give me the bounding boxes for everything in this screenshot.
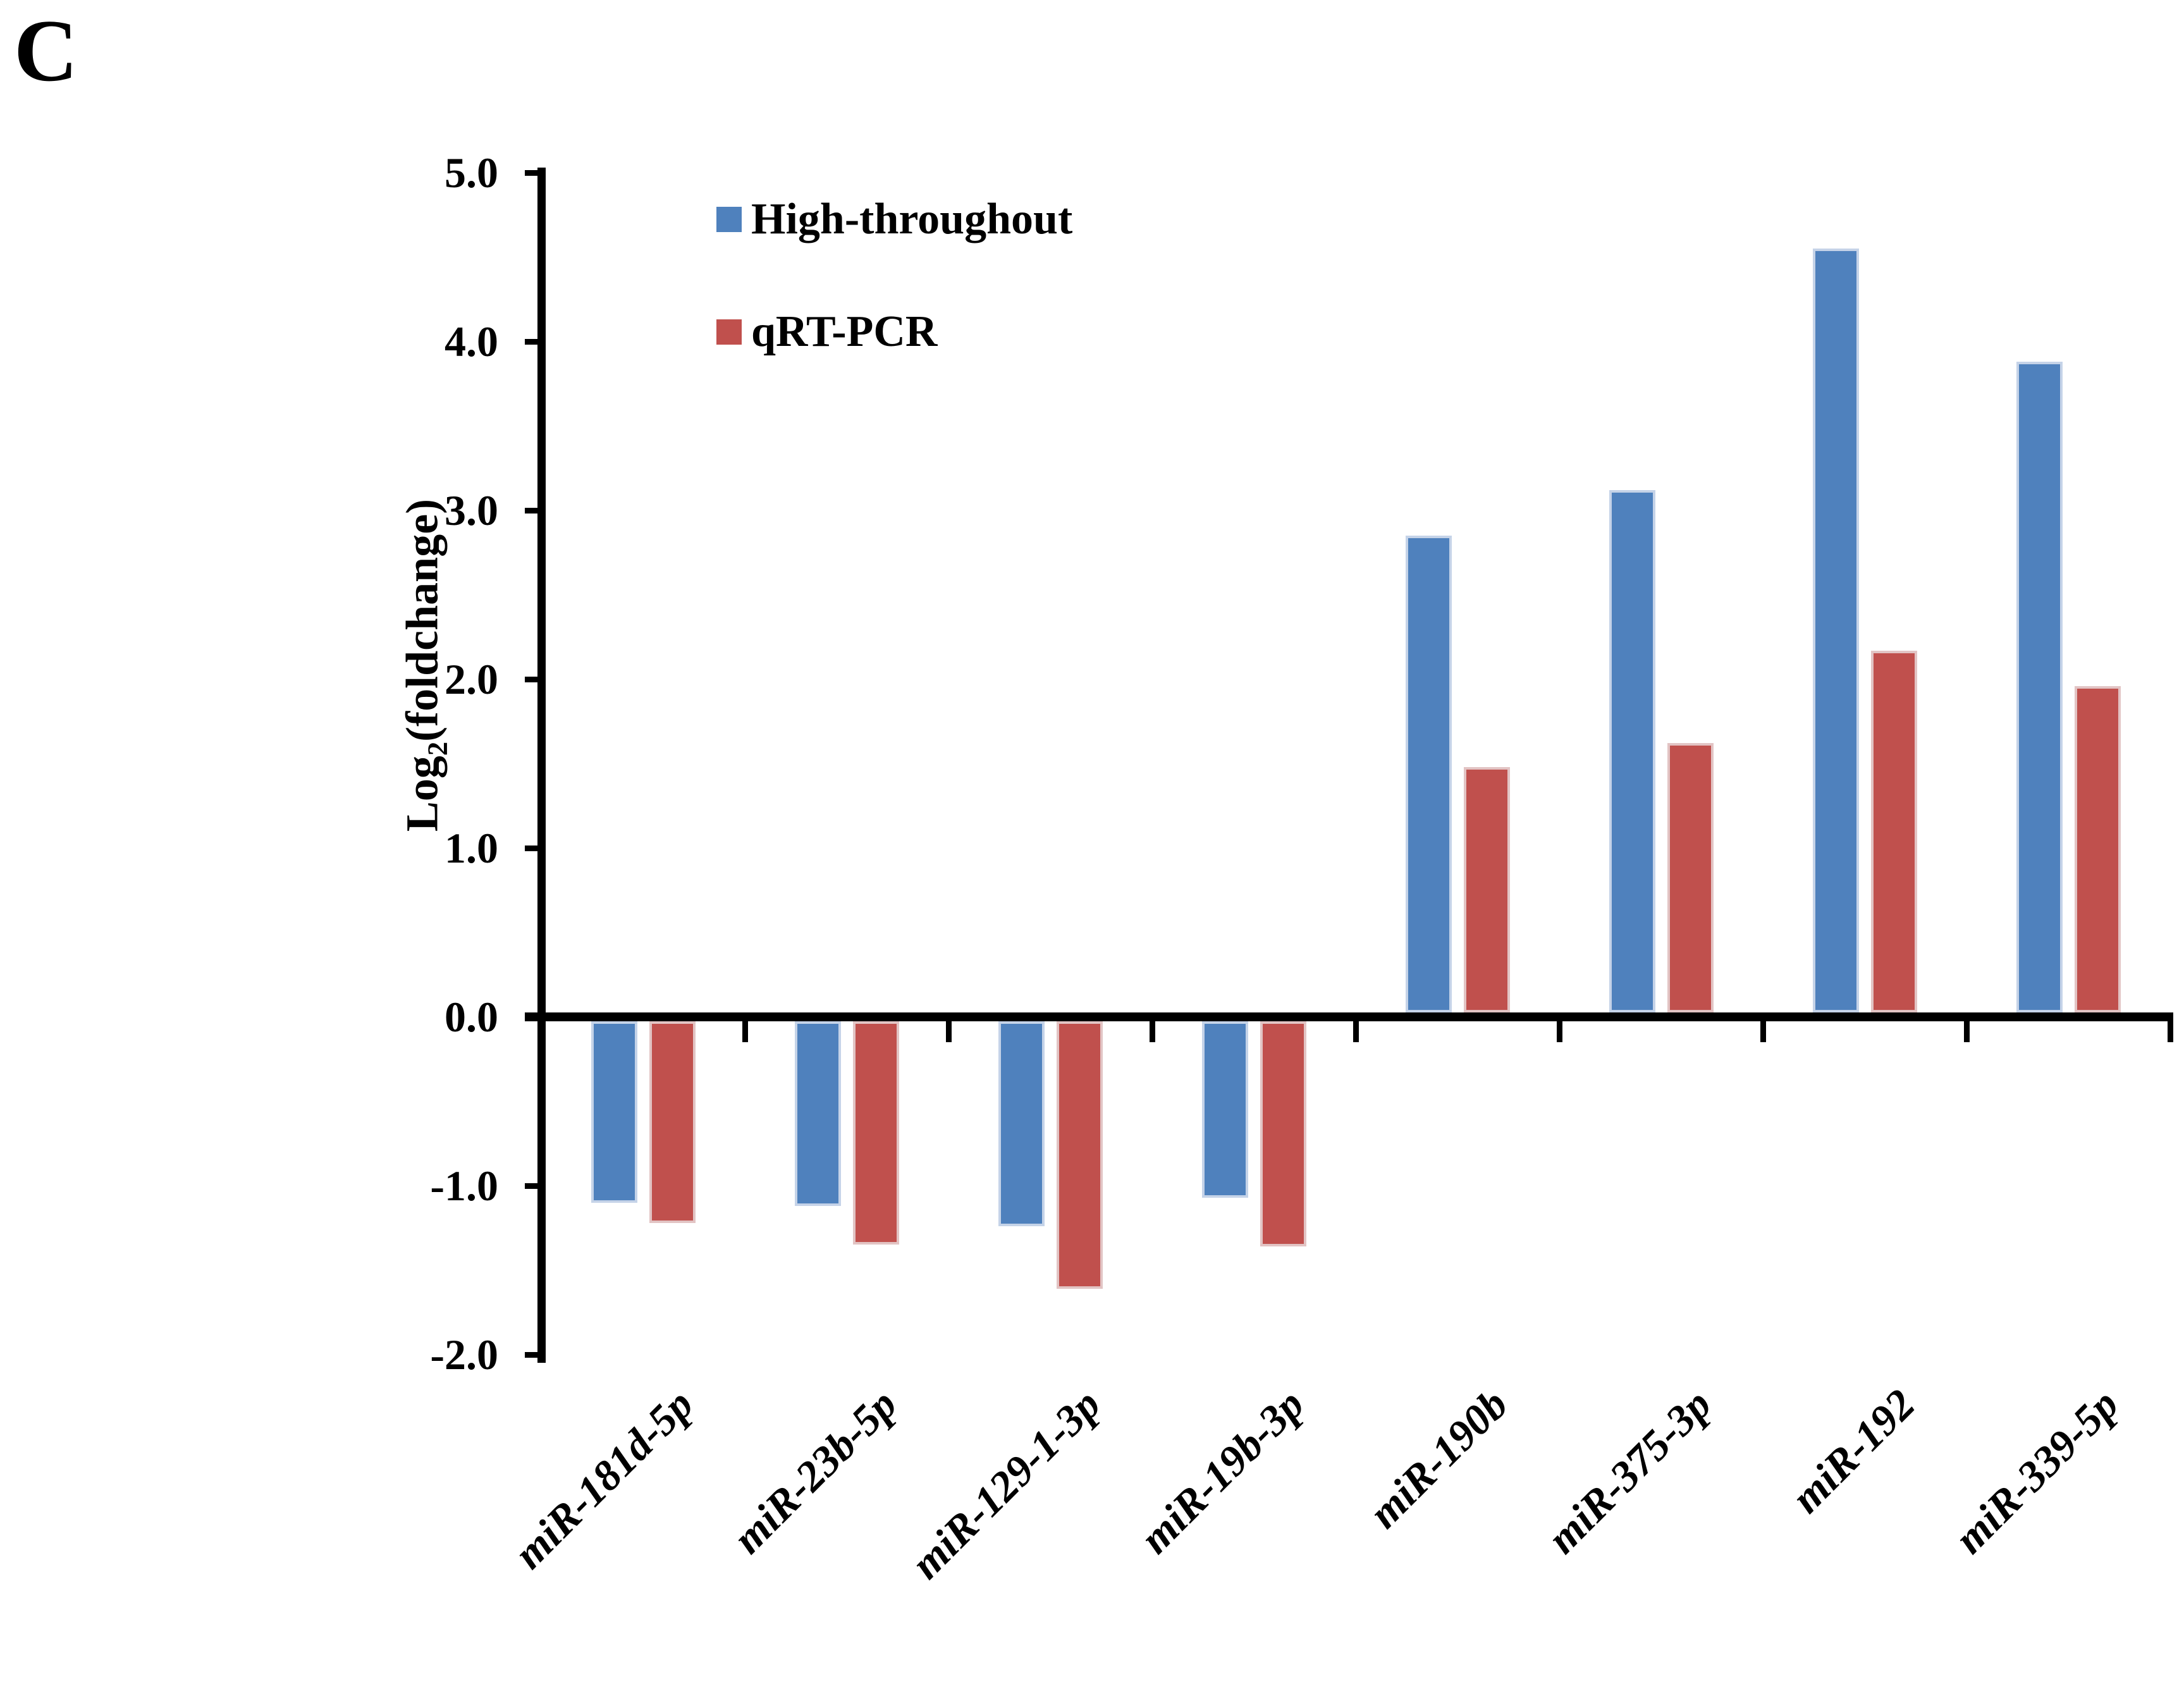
y-axis-tick-label: 3.0: [445, 486, 498, 534]
x-axis-tick: [2168, 1021, 2173, 1042]
bar-qrt-pcr-mir-23b-5p: [853, 1021, 899, 1245]
panel-label: C: [14, 2, 78, 100]
y-axis-tick-label: 5.0: [445, 149, 498, 197]
x-axis-tick: [1353, 1021, 1359, 1042]
bar-qrt-pcr-mir-181d-5p: [649, 1021, 696, 1223]
legend-swatch-red: [716, 319, 742, 345]
y-axis-tick-label: 4.0: [445, 317, 498, 366]
legend-label: High-throughout: [751, 195, 1073, 243]
y-axis-tick: [525, 677, 539, 682]
y-axis-tick: [525, 508, 539, 513]
y-axis-tick: [525, 1352, 539, 1358]
y-axis-tick: [525, 846, 539, 851]
legend-item-high-throughout: High-throughout: [716, 195, 1073, 243]
bar-qrt-pcr-mir-339-5p: [2075, 686, 2121, 1012]
x-axis-tick: [1557, 1021, 1562, 1042]
y-axis-tick-label: 0.0: [445, 993, 498, 1041]
y-axis-tick: [525, 170, 539, 176]
bar-high-throughout-mir-375-3p: [1609, 489, 1655, 1012]
y-axis-tick: [525, 1183, 539, 1189]
legend-item-qrt-pcr: qRT-PCR: [716, 307, 938, 356]
bar-high-throughout-mir-339-5p: [2016, 362, 2063, 1012]
y-axis-tick-label: 2.0: [445, 655, 498, 703]
bar-qrt-pcr-mir-129-1-3p: [1057, 1021, 1103, 1289]
bar-high-throughout-mir-181d-5p: [591, 1021, 637, 1203]
y-axis-tick: [525, 339, 539, 345]
x-axis-tick: [742, 1021, 748, 1042]
y-axis-tick-label: -1.0: [430, 1162, 498, 1210]
bar-qrt-pcr-mir-19b-3p: [1260, 1021, 1306, 1247]
bar-qrt-pcr-mir-192: [1871, 650, 1917, 1012]
y-axis-title-rest: (foldchange): [396, 498, 448, 742]
y-axis-title-sub: 2: [421, 741, 453, 756]
legend-swatch-blue: [716, 207, 742, 232]
y-axis-title-main: Log: [396, 756, 448, 832]
x-axis-tick: [1150, 1021, 1155, 1042]
bar-qrt-pcr-mir-375-3p: [1667, 743, 1714, 1012]
x-axis-line: [525, 1012, 2173, 1021]
y-axis-tick: [525, 1014, 539, 1020]
bar-qrt-pcr-mir-190b: [1464, 766, 1510, 1012]
bar-high-throughout-mir-19b-3p: [1202, 1021, 1248, 1198]
y-axis-tick-label: 1.0: [445, 824, 498, 872]
bar-high-throughout-mir-192: [1813, 249, 1859, 1012]
x-axis-tick: [946, 1021, 952, 1042]
bar-high-throughout-mir-129-1-3p: [998, 1021, 1045, 1227]
bar-chart-figure: C Log2(foldchange) High-throughout qRT-P…: [14, 2, 2173, 1588]
y-axis-line: [537, 168, 546, 1363]
x-axis-tick: [1760, 1021, 1766, 1042]
bar-high-throughout-mir-190b: [1406, 536, 1452, 1012]
legend-label: qRT-PCR: [751, 307, 938, 356]
x-axis-tick: [1964, 1021, 1970, 1042]
bar-high-throughout-mir-23b-5p: [795, 1021, 841, 1207]
y-axis-tick-label: -2.0: [430, 1331, 498, 1379]
